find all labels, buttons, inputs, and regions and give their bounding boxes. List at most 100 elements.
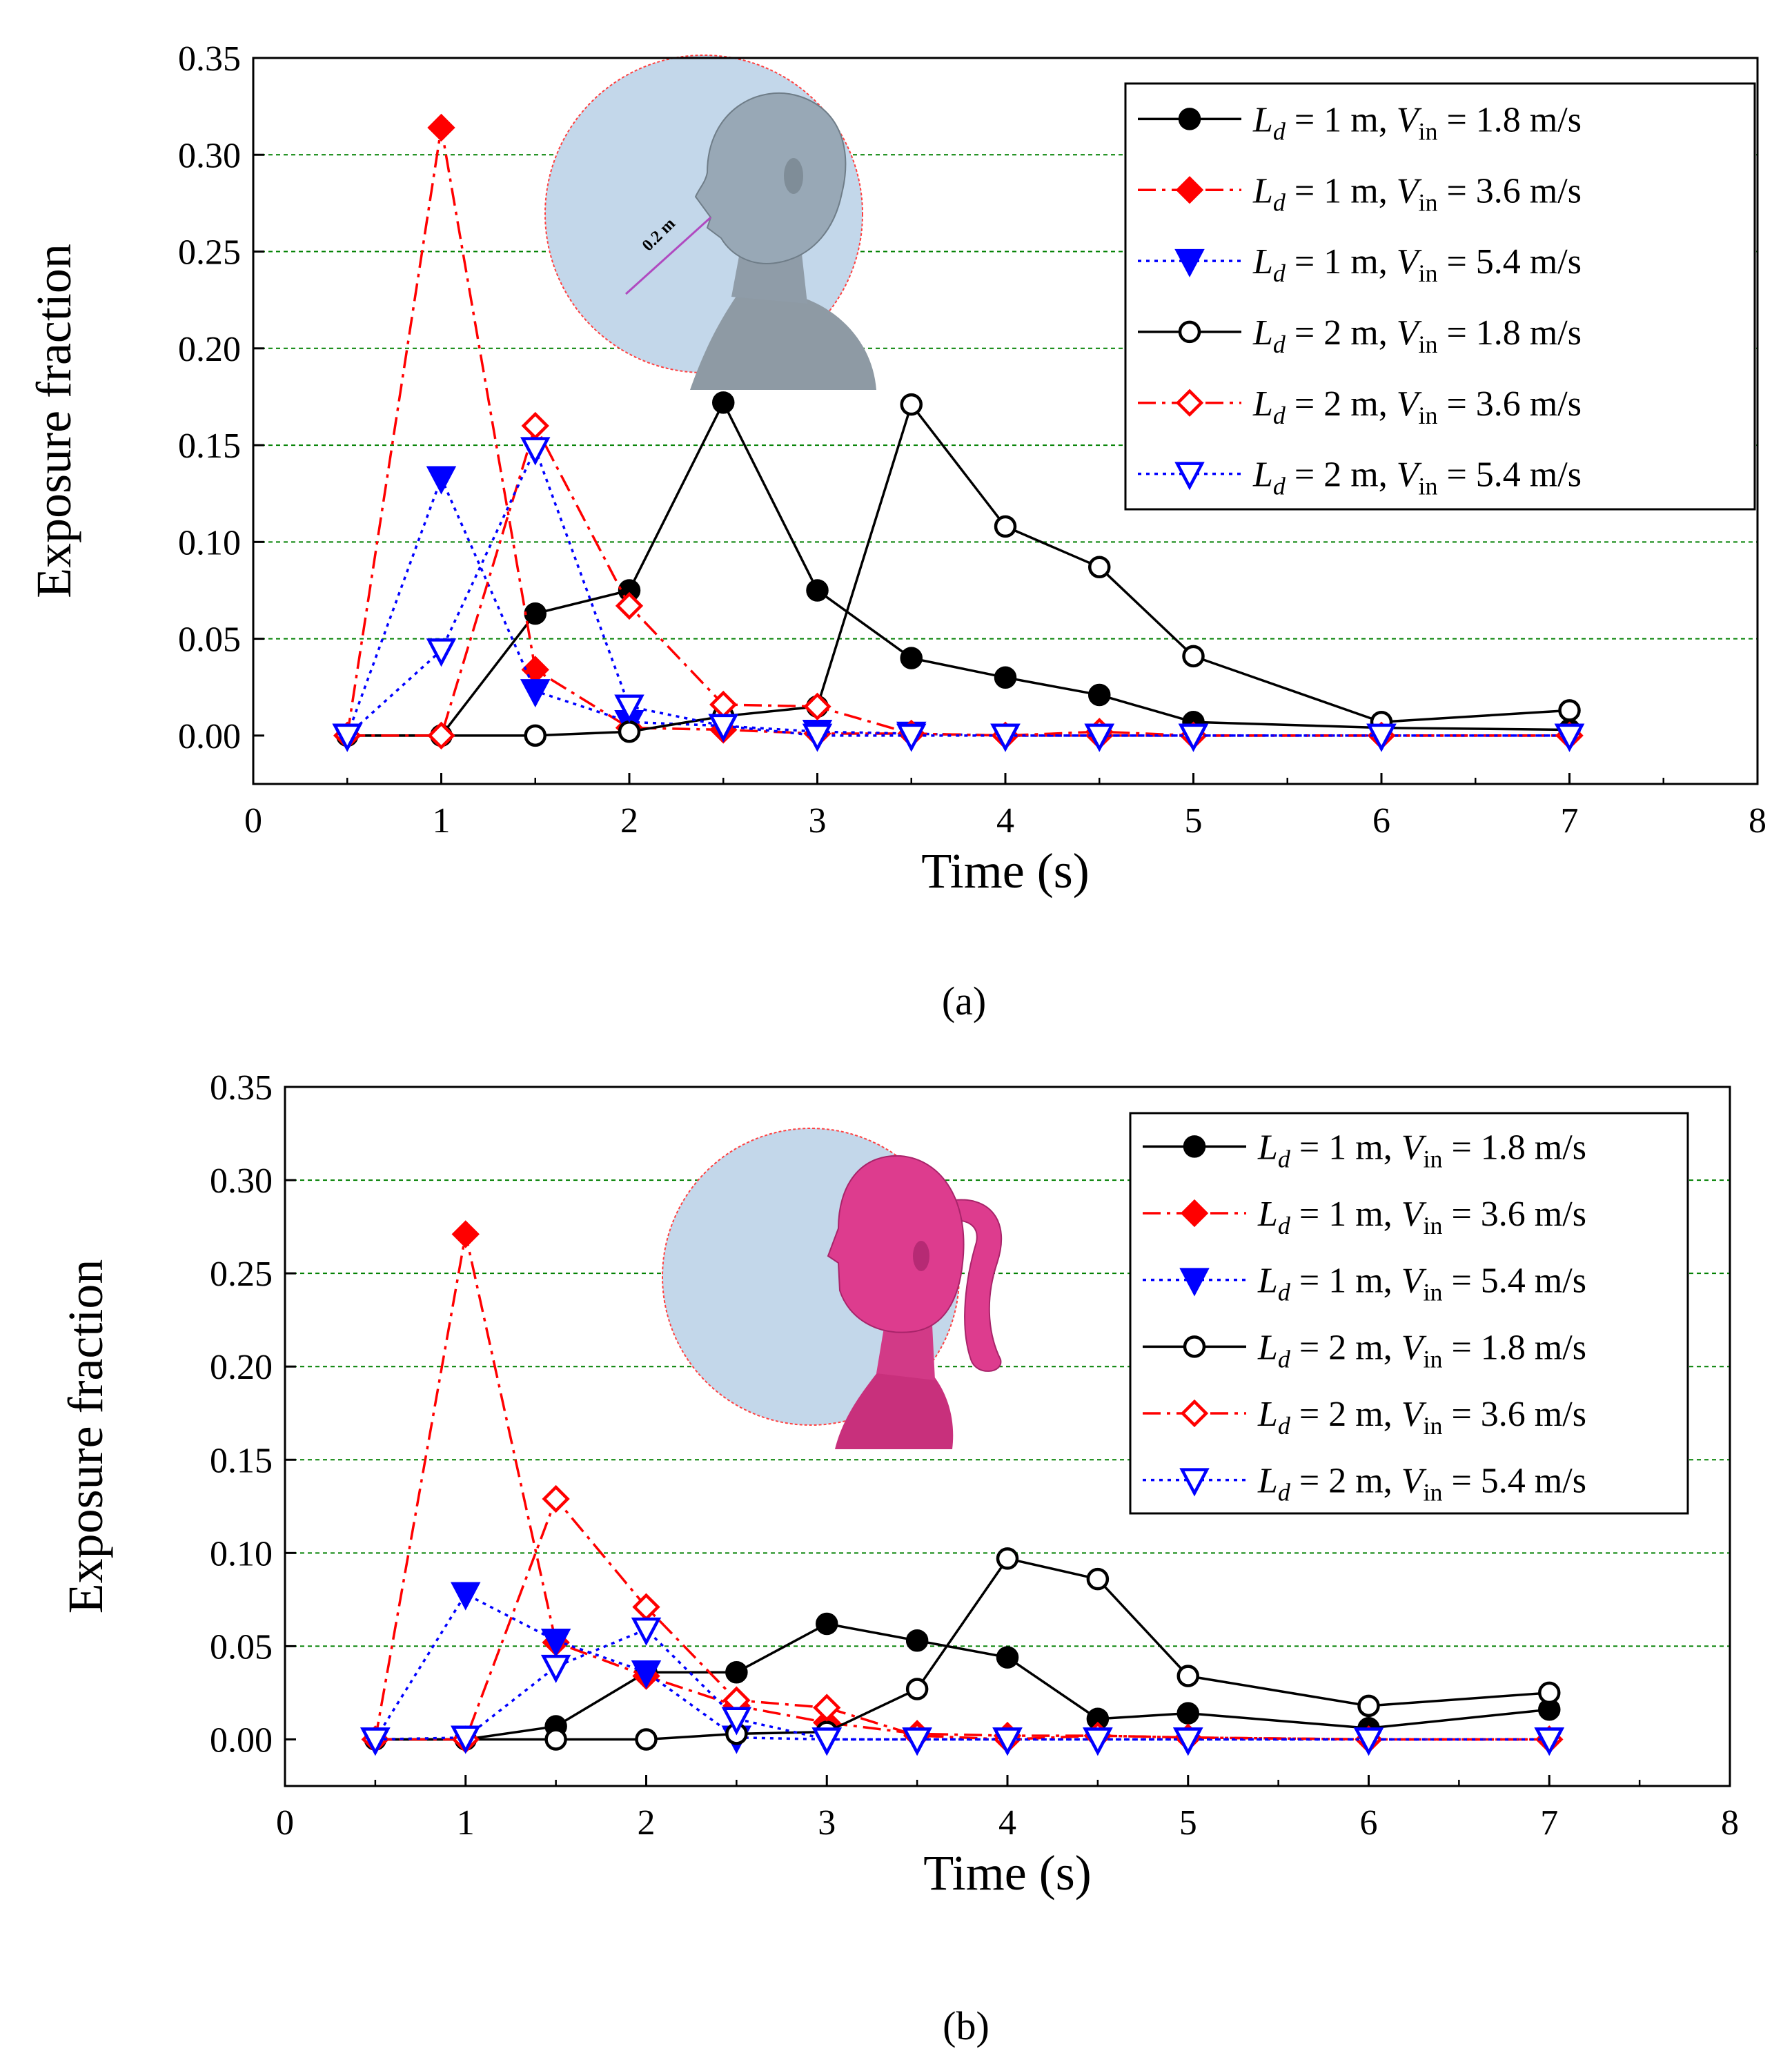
y-tick-label: 0.05	[210, 1627, 273, 1667]
data-point	[712, 391, 735, 414]
legend-label-part: L	[1257, 1395, 1278, 1434]
legend-entry: Ld = 1 m, Vin = 3.6 m/s	[1143, 1195, 1586, 1239]
inset-illustration: 0.2 m	[544, 55, 876, 390]
legend-entry: Ld = 2 m, Vin = 1.8 m/s	[1143, 1328, 1586, 1373]
legend-label: Ld = 2 m, Vin = 1.8 m/s	[1252, 313, 1582, 358]
x-tick-label: 6	[1360, 1803, 1378, 1843]
legend-label-part: in	[1423, 1145, 1442, 1172]
legend-box	[1129, 1112, 1689, 1515]
data-point	[1538, 1681, 1561, 1705]
legend-label-part: = 2 m,	[1286, 384, 1397, 424]
legend-label-part: = 3.6 m/s	[1442, 1195, 1586, 1234]
legend-label-part: d	[1278, 1479, 1291, 1507]
legend-label: Ld = 2 m, Vin = 5.4 m/s	[1252, 455, 1582, 500]
legend-label-part: = 5.4 m/s	[1437, 242, 1581, 282]
legend-label-part: d	[1273, 117, 1286, 145]
legend-label-part: V	[1397, 455, 1422, 495]
data-point	[996, 1547, 1019, 1570]
legend-label: Ld = 2 m, Vin = 3.6 m/s	[1257, 1395, 1586, 1440]
series-6	[360, 1617, 1564, 1756]
y-tick-label: 0.15	[178, 426, 241, 466]
legend-label-part: V	[1397, 313, 1422, 353]
data-point	[1173, 1727, 1203, 1756]
data-point	[992, 1727, 1023, 1756]
data-point	[451, 1725, 481, 1754]
ear-shape	[913, 1241, 929, 1271]
x-tick-label: 7	[1540, 1803, 1558, 1843]
data-point	[803, 692, 831, 720]
legend-label-part: d	[1278, 1279, 1291, 1306]
x-tick-label: 0	[244, 801, 262, 841]
panel-label: (a)	[942, 979, 986, 1023]
legend-label-part: = 1 m,	[1286, 242, 1397, 282]
data-point	[521, 411, 549, 440]
data-point	[905, 1629, 929, 1652]
x-tick-label: 3	[818, 1803, 836, 1843]
legend-label-part: d	[1278, 1345, 1291, 1373]
x-tick-label: 5	[1179, 1803, 1197, 1843]
shoulder-shape	[835, 1360, 954, 1449]
legend-label-part: = 5.4 m/s	[1437, 455, 1581, 495]
legend-entry: Ld = 2 m, Vin = 1.8 m/s	[1138, 313, 1582, 358]
x-axis-label: Time (s)	[921, 843, 1089, 899]
data-point	[1353, 1727, 1384, 1756]
legend-marker	[1174, 462, 1205, 491]
data-point	[540, 1654, 571, 1683]
head-shape	[694, 92, 847, 264]
data-point	[524, 724, 547, 747]
legend-label-part: L	[1257, 1128, 1278, 1167]
data-point	[990, 723, 1021, 752]
y-tick-label: 0.10	[178, 523, 241, 562]
data-point	[1083, 1727, 1113, 1756]
legend-marker	[1178, 108, 1201, 130]
data-point	[994, 666, 1017, 689]
x-tick-label: 8	[1721, 1803, 1739, 1843]
data-point	[900, 393, 923, 416]
data-point	[614, 694, 644, 723]
legend-label-part: d	[1273, 402, 1286, 429]
x-tick-label: 2	[620, 801, 638, 841]
legend-label-part: in	[1418, 259, 1437, 287]
series-line	[375, 1622, 1550, 1741]
legend-label-part: L	[1252, 313, 1273, 353]
series-line	[375, 1628, 1550, 1741]
legend-label-part: d	[1273, 188, 1286, 216]
legend-label-part: L	[1252, 384, 1273, 424]
legend-marker	[1180, 1399, 1209, 1428]
legend-label-part: d	[1278, 1145, 1291, 1172]
legend-label-part: L	[1252, 100, 1273, 139]
legend-entry: Ld = 2 m, Vin = 3.6 m/s	[1143, 1395, 1586, 1440]
legend-label-part: L	[1257, 1328, 1278, 1367]
x-axis-label: Time (s)	[923, 1845, 1091, 1901]
legend-entry: Ld = 1 m, Vin = 3.6 m/s	[1138, 171, 1582, 216]
x-tick-label: 5	[1185, 801, 1203, 841]
legend-label-part: V	[1401, 1328, 1427, 1367]
legend-marker	[1180, 1199, 1209, 1228]
ear-shape	[784, 158, 803, 194]
data-point	[721, 1707, 752, 1736]
data-point	[1084, 723, 1114, 752]
series-line	[347, 424, 1570, 737]
series-6	[332, 437, 1585, 752]
panel-label: (b)	[943, 2003, 989, 2048]
data-point	[631, 1617, 662, 1646]
ponytail-shape	[948, 1199, 1003, 1372]
x-tick-label: 7	[1561, 801, 1579, 841]
legend-label-part: = 1.8 m/s	[1437, 100, 1581, 139]
y-tick-label: 0.05	[178, 620, 241, 660]
data-point	[360, 1727, 391, 1756]
data-point	[900, 647, 923, 669]
data-point	[615, 591, 644, 620]
data-point	[1534, 1727, 1564, 1756]
legend-label-part: in	[1423, 1412, 1442, 1440]
x-tick-label: 4	[998, 1803, 1016, 1843]
data-point	[427, 721, 455, 750]
legend-label-part: in	[1423, 1212, 1442, 1239]
y-tick-label: 0.30	[210, 1161, 273, 1201]
x-tick-label: 1	[457, 1803, 475, 1843]
y-tick-label: 0.25	[210, 1255, 273, 1294]
data-point	[996, 1646, 1019, 1669]
legend-marker	[1183, 1335, 1206, 1358]
legend-label-part: V	[1401, 1395, 1427, 1434]
